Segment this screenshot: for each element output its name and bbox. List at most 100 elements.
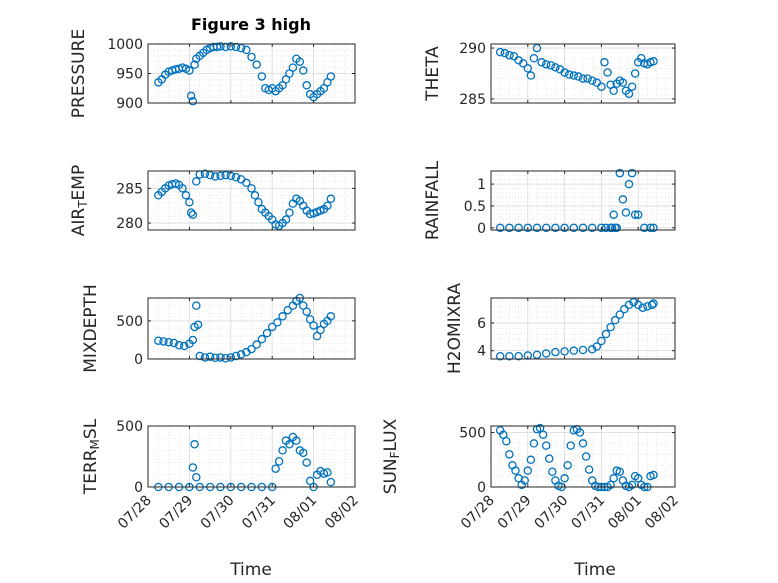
data-point bbox=[178, 184, 187, 193]
data-point bbox=[192, 472, 201, 482]
data-point bbox=[612, 223, 621, 233]
data-point bbox=[569, 346, 579, 355]
subplot-2: 285 290 THETA bbox=[423, 41, 676, 108]
data-point bbox=[285, 440, 294, 449]
data-point bbox=[518, 59, 528, 68]
data-point bbox=[181, 191, 191, 200]
data-point bbox=[574, 72, 583, 81]
data-point bbox=[185, 197, 194, 207]
data-point bbox=[221, 42, 230, 52]
data-point bbox=[267, 322, 277, 332]
x-tick-label: 07/31 bbox=[239, 493, 279, 533]
data-point bbox=[281, 215, 291, 224]
data-point bbox=[526, 71, 536, 80]
subplot-3: 280 285 AIRTEMP bbox=[69, 165, 356, 236]
x-tick-label: 08/01 bbox=[281, 493, 321, 533]
data-point bbox=[242, 178, 251, 188]
data-point bbox=[523, 466, 533, 475]
data-point bbox=[254, 197, 263, 207]
data-point bbox=[551, 347, 560, 357]
data-point bbox=[495, 223, 505, 233]
series bbox=[495, 168, 658, 233]
data-point bbox=[302, 307, 311, 316]
data-point bbox=[551, 223, 560, 233]
data-point bbox=[185, 66, 194, 75]
data-point bbox=[551, 63, 560, 72]
data-point bbox=[537, 58, 546, 67]
data-point bbox=[500, 48, 510, 58]
data-point bbox=[502, 436, 511, 446]
data-point bbox=[205, 170, 215, 180]
data-point bbox=[302, 458, 311, 467]
data-point bbox=[188, 210, 198, 219]
data-point bbox=[578, 345, 588, 355]
data-point bbox=[250, 191, 260, 200]
data-point bbox=[597, 82, 606, 91]
data-point bbox=[514, 223, 523, 233]
data-point bbox=[564, 70, 574, 79]
data-point bbox=[236, 350, 246, 359]
data-point bbox=[601, 223, 611, 233]
data-point bbox=[247, 184, 256, 193]
data-point bbox=[587, 76, 597, 85]
data-point bbox=[600, 58, 609, 67]
data-point bbox=[529, 53, 539, 63]
subplot-4: 0 0.5 1 RAINFALL bbox=[423, 160, 676, 240]
data-point bbox=[200, 169, 210, 179]
data-point bbox=[495, 47, 505, 57]
data-point bbox=[584, 465, 594, 474]
data-point bbox=[169, 338, 179, 348]
data-point bbox=[578, 74, 588, 83]
data-point bbox=[188, 463, 198, 472]
y-axis-label: THETA bbox=[423, 46, 443, 102]
data-point bbox=[273, 318, 282, 327]
data-point bbox=[298, 66, 308, 75]
series bbox=[495, 43, 658, 99]
series bbox=[495, 297, 658, 361]
data-point bbox=[532, 223, 542, 233]
data-point bbox=[221, 353, 230, 363]
data-point bbox=[633, 210, 643, 219]
y-axis-label: TERRMSL bbox=[81, 418, 102, 495]
xlabel-left: Time bbox=[229, 560, 272, 580]
data-point bbox=[606, 322, 615, 332]
data-point bbox=[323, 468, 332, 477]
x-tick-label: 07/31 bbox=[568, 493, 608, 533]
data-point bbox=[560, 474, 569, 483]
data-point bbox=[560, 223, 569, 233]
x-tick-label: 07/30 bbox=[198, 493, 238, 533]
data-point bbox=[627, 82, 637, 91]
data-point bbox=[193, 320, 203, 329]
data-point bbox=[618, 78, 628, 87]
data-point bbox=[597, 336, 606, 346]
data-point bbox=[563, 460, 572, 470]
data-point bbox=[192, 177, 201, 186]
y-tick-label: 900 bbox=[116, 96, 143, 112]
data-point bbox=[221, 170, 230, 180]
x-tick-label: 08/01 bbox=[605, 493, 645, 533]
data-point bbox=[630, 210, 640, 219]
data-point bbox=[216, 42, 225, 51]
data-point bbox=[609, 474, 618, 483]
data-point bbox=[292, 436, 301, 445]
data-point bbox=[621, 208, 631, 217]
data-point bbox=[575, 428, 585, 437]
data-point bbox=[295, 57, 305, 66]
x-tick-label: 07/29 bbox=[495, 493, 535, 533]
data-point bbox=[587, 345, 597, 354]
subplot-6: 4 6 H2OMIXRA bbox=[445, 283, 676, 374]
data-point bbox=[624, 89, 634, 99]
data-point bbox=[618, 195, 628, 204]
data-point bbox=[211, 353, 220, 363]
data-point bbox=[529, 439, 539, 448]
data-point bbox=[523, 64, 533, 73]
data-point bbox=[505, 50, 514, 60]
data-point bbox=[583, 74, 592, 83]
x-tick-label: 07/30 bbox=[532, 493, 572, 533]
data-point bbox=[242, 45, 251, 55]
y-tick-label: 0.5 bbox=[464, 199, 486, 215]
data-point bbox=[569, 223, 579, 233]
data-point bbox=[211, 172, 220, 181]
data-point bbox=[200, 353, 210, 362]
data-point bbox=[190, 60, 199, 69]
